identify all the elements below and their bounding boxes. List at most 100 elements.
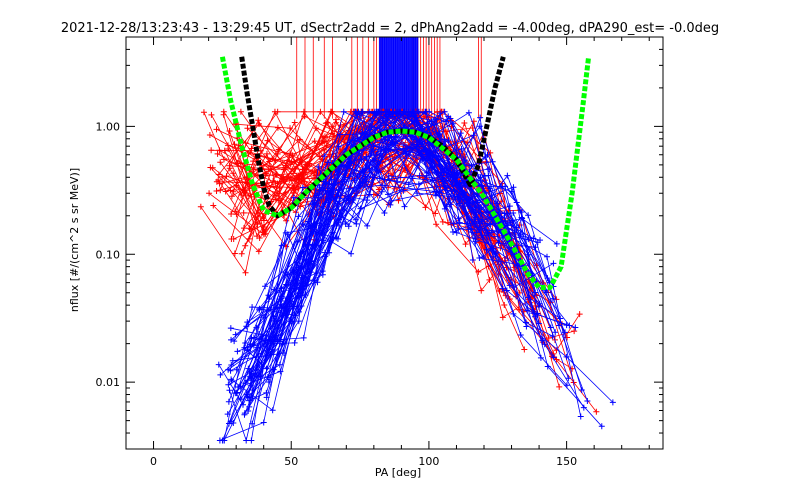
series-red-point-54-3 [291,176,298,183]
series-blue-point-67-0 [242,339,249,346]
series-blue-point-36-3 [340,108,347,115]
series-blue-point-29-0 [256,305,263,312]
series-blue-point-32-0 [227,325,234,332]
series-blue-point-59-6 [445,137,452,144]
series-blue-point-43-7 [453,229,460,236]
series-blue-point-62-8 [580,404,587,411]
series-blue-point-50-5 [402,151,409,158]
series-blue-point-43-4 [354,173,361,180]
series-red-point-37-2 [301,113,308,120]
series-red-point-10-1 [260,217,267,224]
series-blue-point-67-3 [358,156,365,163]
series-blue-point-28-8 [550,260,557,267]
series-red-point-13-6 [461,119,468,126]
series-red-point-57-7 [499,314,506,321]
series-blue-point-48-7 [517,331,524,338]
series-red-point-31-0 [231,250,238,257]
series-red-point-36-7 [451,138,458,145]
series-red-point-47-0 [206,131,213,138]
series-blue-point-4-7 [543,253,550,260]
series-red-point-27-0 [213,126,220,133]
series-blue-point-69-3 [342,220,349,227]
series-blue-point-65-1 [270,366,277,373]
series-blue-point-68-6 [465,226,472,233]
series-blue-point-63-7 [492,250,499,257]
series-red-point-38-0 [208,111,215,118]
series-blue-point-61-7 [504,210,511,217]
series-blue-point-66-8 [517,231,524,238]
series-blue-point-68-4 [397,108,404,115]
y-tick-label-0: 0.01 [96,376,121,389]
series-red-point-45-3 [327,108,334,115]
series-blue-point-41-7 [495,226,502,233]
series-red-point-52-4 [389,154,396,161]
series-blue-point-23-8 [469,256,476,263]
series-blue-point-18-0 [232,331,239,338]
series-blue-point-45-4 [367,158,374,165]
series-red-point-53-2 [288,159,295,166]
series-red-point-51-2 [294,174,301,181]
series-blue-point-38-8 [578,386,585,393]
series-blue-point-49-8 [562,329,569,336]
series-blue-point-11-0 [228,336,235,343]
series-blue-point-45-0 [217,371,224,378]
series-blue-point-68-8 [553,240,560,247]
series-red-point-56-0 [232,208,239,215]
series-red-point-21-0 [197,203,204,210]
series-blue-point-40-8 [532,244,539,251]
series-red-point-49-8 [571,328,578,335]
series-red-point-16-1 [274,124,281,131]
series-blue-point-67-4 [392,140,399,147]
series-blue-point-31-8 [556,322,563,329]
series-blue-point-57-2 [299,220,306,227]
series-blue-point-55-1 [253,372,260,379]
series-red-point-49-0 [250,166,257,173]
series-blue-point-44-6 [455,215,462,222]
series-red-point-9-8 [521,346,528,353]
series-blue-point-41-0 [234,348,241,355]
series-blue-point-66-0 [225,366,232,373]
series-blue-point-69-2 [315,163,322,170]
y-axis-label: nflux [#/(cm^2 s sr MeV)] [68,168,81,312]
series-blue-point-47-8 [549,333,556,340]
series-blue-point-58-7 [506,282,513,289]
series-blue-point-48-8 [563,382,570,389]
series-blue-point-4-8 [577,413,584,420]
series-blue-point-43-8 [507,249,514,256]
series-red-point-23-5 [395,197,402,204]
series-blue-point-63-3 [352,108,359,115]
series-blue-point-31-6 [476,255,483,262]
series-blue-point-55-5 [387,146,394,153]
series-blue-point-60-5 [414,190,421,197]
series-red-point-50-5 [439,218,446,225]
series-red-point-58-1 [256,235,263,242]
series-blue-point-43-3 [334,235,341,242]
series-blue-point-48-1 [295,213,302,220]
series-red-point-16-2 [316,153,323,160]
series-red-point-50-0 [208,147,215,154]
series-blue-point-68-5 [448,188,455,195]
series-red-point-49-1 [292,165,299,172]
x-axis-label: PA [deg] [375,466,421,479]
series-blue-point-68-0 [228,376,235,383]
series-red-point-44-1 [255,248,262,255]
chart-title: 2021-12-28/13:23:43 - 13:29:45 UT, dSect… [61,21,719,36]
series-red-point-57-2 [317,108,324,115]
series-red-point-46-1 [269,155,276,162]
series-blue-point-60-4 [376,108,383,115]
series-blue-point-59-0 [245,365,252,372]
series-blue-point-58-4 [381,176,388,183]
series-blue-point-65-2 [322,253,329,260]
series-blue-point-66-3 [359,179,366,186]
series-blue-point-65-3 [362,175,369,182]
series-red-point-59-1 [255,117,262,124]
series-red-point-35-8 [569,365,576,372]
series-red-point-32-0 [231,141,238,148]
series-blue-point-63-0 [234,383,241,390]
series-blue-point-60-3 [332,167,339,174]
series-blue-point-69-5 [432,116,439,123]
series-red-point-52-1 [272,171,279,178]
series-blue-point-66-6 [465,203,472,210]
series-blue-point-51-2 [293,259,300,266]
